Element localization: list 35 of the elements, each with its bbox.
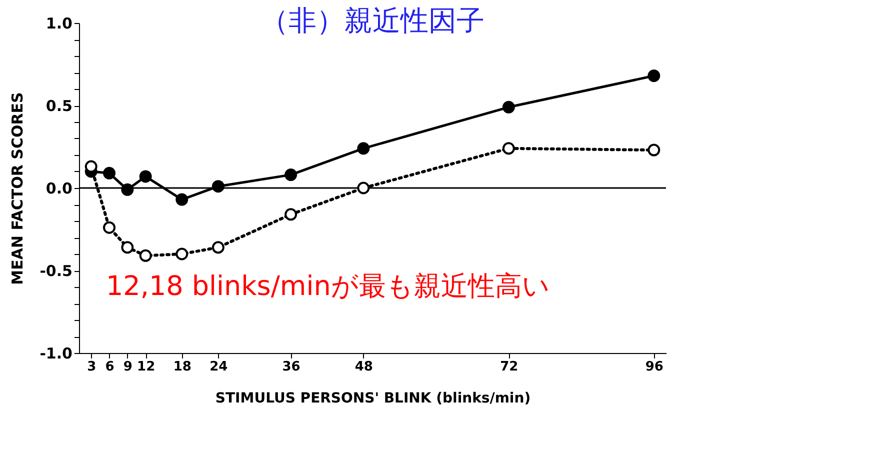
point (139, 249, 152, 262)
point (121, 241, 134, 254)
y-tick-label: 0.5 (46, 97, 72, 115)
point (284, 208, 298, 221)
point (648, 144, 660, 156)
point (502, 100, 515, 114)
x-tick-label: 3 (87, 360, 96, 374)
x-tick-label: 24 (210, 360, 228, 374)
point (176, 248, 188, 260)
x-tick-label: 18 (173, 360, 192, 374)
point (502, 142, 515, 155)
point (103, 166, 116, 180)
x-tick-label: 36 (282, 360, 300, 374)
annotation: 12,18 blinks/minが最も親近性高い (106, 271, 550, 302)
x-tick-label: 6 (105, 360, 114, 374)
point (139, 170, 152, 183)
point (648, 70, 660, 82)
x-tick-label: 12 (137, 360, 156, 374)
point (176, 193, 188, 206)
chart-title: （非）親近性因子 (260, 4, 484, 37)
point (284, 168, 298, 182)
x-axis-title: STIMULUS PERSONS' BLINK (blinks/min) (215, 390, 531, 406)
x-tick-label: 48 (354, 360, 373, 374)
point (103, 221, 116, 234)
y-tick-label: 0.0 (46, 180, 72, 198)
y-axis-title: MEAN FACTOR SCORES (8, 92, 27, 285)
x-tick-label: 72 (500, 360, 518, 374)
point (212, 241, 224, 254)
x-tick-label: 96 (645, 360, 664, 374)
point (357, 182, 370, 194)
y-tick-label: -1.0 (40, 344, 72, 362)
y-tick-label: -0.5 (40, 262, 72, 280)
point (357, 142, 370, 155)
y-tick-label: 1.0 (46, 14, 72, 32)
x-tick-label: 9 (123, 360, 132, 374)
